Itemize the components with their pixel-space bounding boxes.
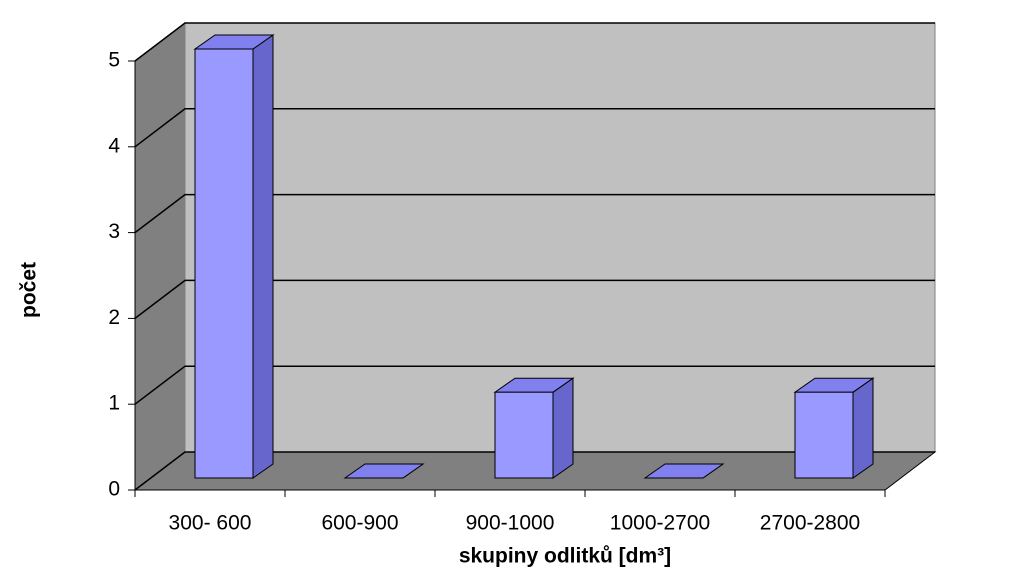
x-tick-label: 300- 600: [169, 512, 252, 535]
bar-side: [852, 377, 874, 479]
y-tick-label: 3: [108, 220, 120, 243]
x-tick-label: 2700-2800: [760, 512, 860, 535]
x-tick-label: 900-1000: [466, 512, 555, 535]
y-tick-label: 4: [108, 134, 120, 157]
bar: [194, 48, 254, 479]
y-tick-label: 5: [108, 49, 120, 72]
grid-line: [134, 22, 935, 62]
bar: [494, 391, 554, 479]
y-axis-title: počet: [18, 262, 41, 318]
bar-side: [252, 34, 274, 479]
y-tick-label: 1: [108, 392, 120, 415]
bar: [794, 391, 854, 479]
y-tick-label: 0: [108, 478, 120, 501]
y-tick-label: 2: [108, 306, 120, 329]
grid-line: [134, 279, 935, 319]
bar-top: [643, 463, 725, 479]
grid-line: [134, 451, 935, 491]
x-tick-label: 600-900: [321, 512, 398, 535]
grid-line: [134, 365, 935, 405]
bar-top: [343, 463, 425, 479]
x-tick-label: 1000-2700: [610, 512, 710, 535]
plot: 0 1 2 3 4 5 300- 600 600-900 900-1000 1000-2700 27…: [108, 21, 937, 535]
side-wall: [134, 21, 186, 492]
grid-line: [134, 108, 935, 148]
bar-side: [552, 377, 574, 479]
x-axis-title: skupiny odlitků [dm³]: [459, 545, 671, 568]
grid-line: [134, 193, 935, 234]
